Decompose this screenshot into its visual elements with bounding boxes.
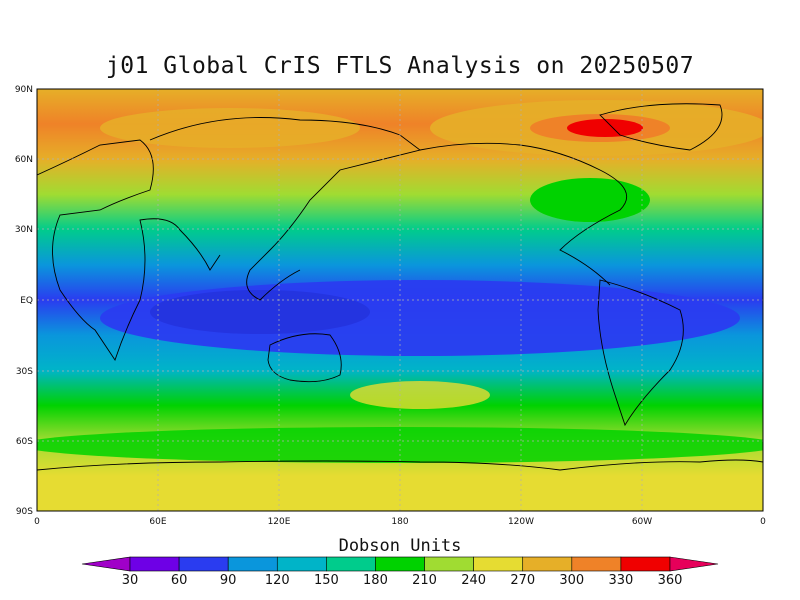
- north-america-coast: [419, 142, 628, 286]
- lat-label: 90N: [15, 85, 33, 95]
- australia-coast: [267, 333, 342, 383]
- asia-coast: [149, 117, 422, 301]
- greenland-coast: [599, 103, 723, 151]
- lat-label: 30S: [16, 367, 33, 377]
- lat-label: 90S: [16, 507, 33, 517]
- antarctic-yellow: [240, 480, 480, 500]
- map-title: j01 Global CrIS FTLS Analysis on 2025050…: [105, 53, 695, 79]
- map-frame: [36, 88, 764, 512]
- lon-axis: 0 60E 120E 180 120W 60W 0: [34, 517, 766, 527]
- arctic-high-orange-west: [100, 108, 360, 148]
- coastlines: [37, 103, 763, 471]
- equatorial-low-core: [150, 290, 370, 334]
- colorbar-tick-label: 150: [314, 573, 339, 588]
- colorbar-max-arrow: [669, 556, 719, 572]
- lon-label: 0: [760, 517, 766, 527]
- lon-label: 180: [391, 517, 408, 527]
- colorbar-segment: [620, 556, 671, 572]
- colorbar-segment: [473, 556, 524, 572]
- colorbar-segment: [375, 556, 425, 572]
- colorbar-segment: [571, 556, 622, 572]
- colorbar-segment: [276, 556, 327, 572]
- antarctica-coast: [37, 459, 763, 471]
- colorbar: 30 60 90 120 150 180 210 240 270 300 330 360: [81, 556, 719, 588]
- colorbar-segment: [178, 556, 229, 572]
- ozone-features: [37, 100, 763, 500]
- colorbar-min-arrow: [81, 556, 131, 572]
- colorbar-segment: [227, 556, 278, 572]
- lat-label: EQ: [20, 296, 33, 306]
- lat-label: 60N: [15, 155, 33, 165]
- colorbar-tick-label: 180: [363, 573, 388, 588]
- colorbar-label: Dobson Units: [338, 536, 462, 556]
- colorbar-tick-label: 30: [122, 573, 139, 588]
- lat-axis: 90N 60N 30N EQ 30S 60S 90S: [15, 85, 33, 517]
- colorbar-segment: [326, 556, 376, 572]
- lon-label: 120E: [268, 517, 291, 527]
- colorbar-segment: [424, 556, 474, 572]
- lon-label: 120W: [508, 517, 534, 527]
- colorbar-tick-label: 330: [608, 573, 633, 588]
- colorbar-tick-label: 270: [510, 573, 535, 588]
- colorbar-tick-label: 300: [559, 573, 584, 588]
- colorbar-tick-label: 60: [171, 573, 188, 588]
- south-america-coast: [597, 279, 684, 427]
- colorbar-tick-label: 210: [412, 573, 437, 588]
- africa-europe-coast: [37, 139, 221, 362]
- lon-label: 0: [34, 517, 40, 527]
- atlantic-green-tongue: [530, 178, 650, 222]
- graticule: [37, 89, 763, 511]
- lon-label: 60W: [632, 517, 652, 527]
- lat-label: 30N: [15, 225, 33, 235]
- colorbar-tick-label: 360: [658, 573, 683, 588]
- colorbar-tick-label: 240: [461, 573, 486, 588]
- lon-label: 60E: [149, 517, 166, 527]
- pacific-yellow-patch: [350, 381, 490, 409]
- colorbar-tick-label: 90: [220, 573, 237, 588]
- arctic-high-red: [567, 119, 643, 137]
- colorbar-tick-label: 120: [265, 573, 290, 588]
- lat-label: 60S: [16, 437, 33, 447]
- colorbar-segment: [129, 556, 180, 572]
- colorbar-segment: [522, 556, 573, 572]
